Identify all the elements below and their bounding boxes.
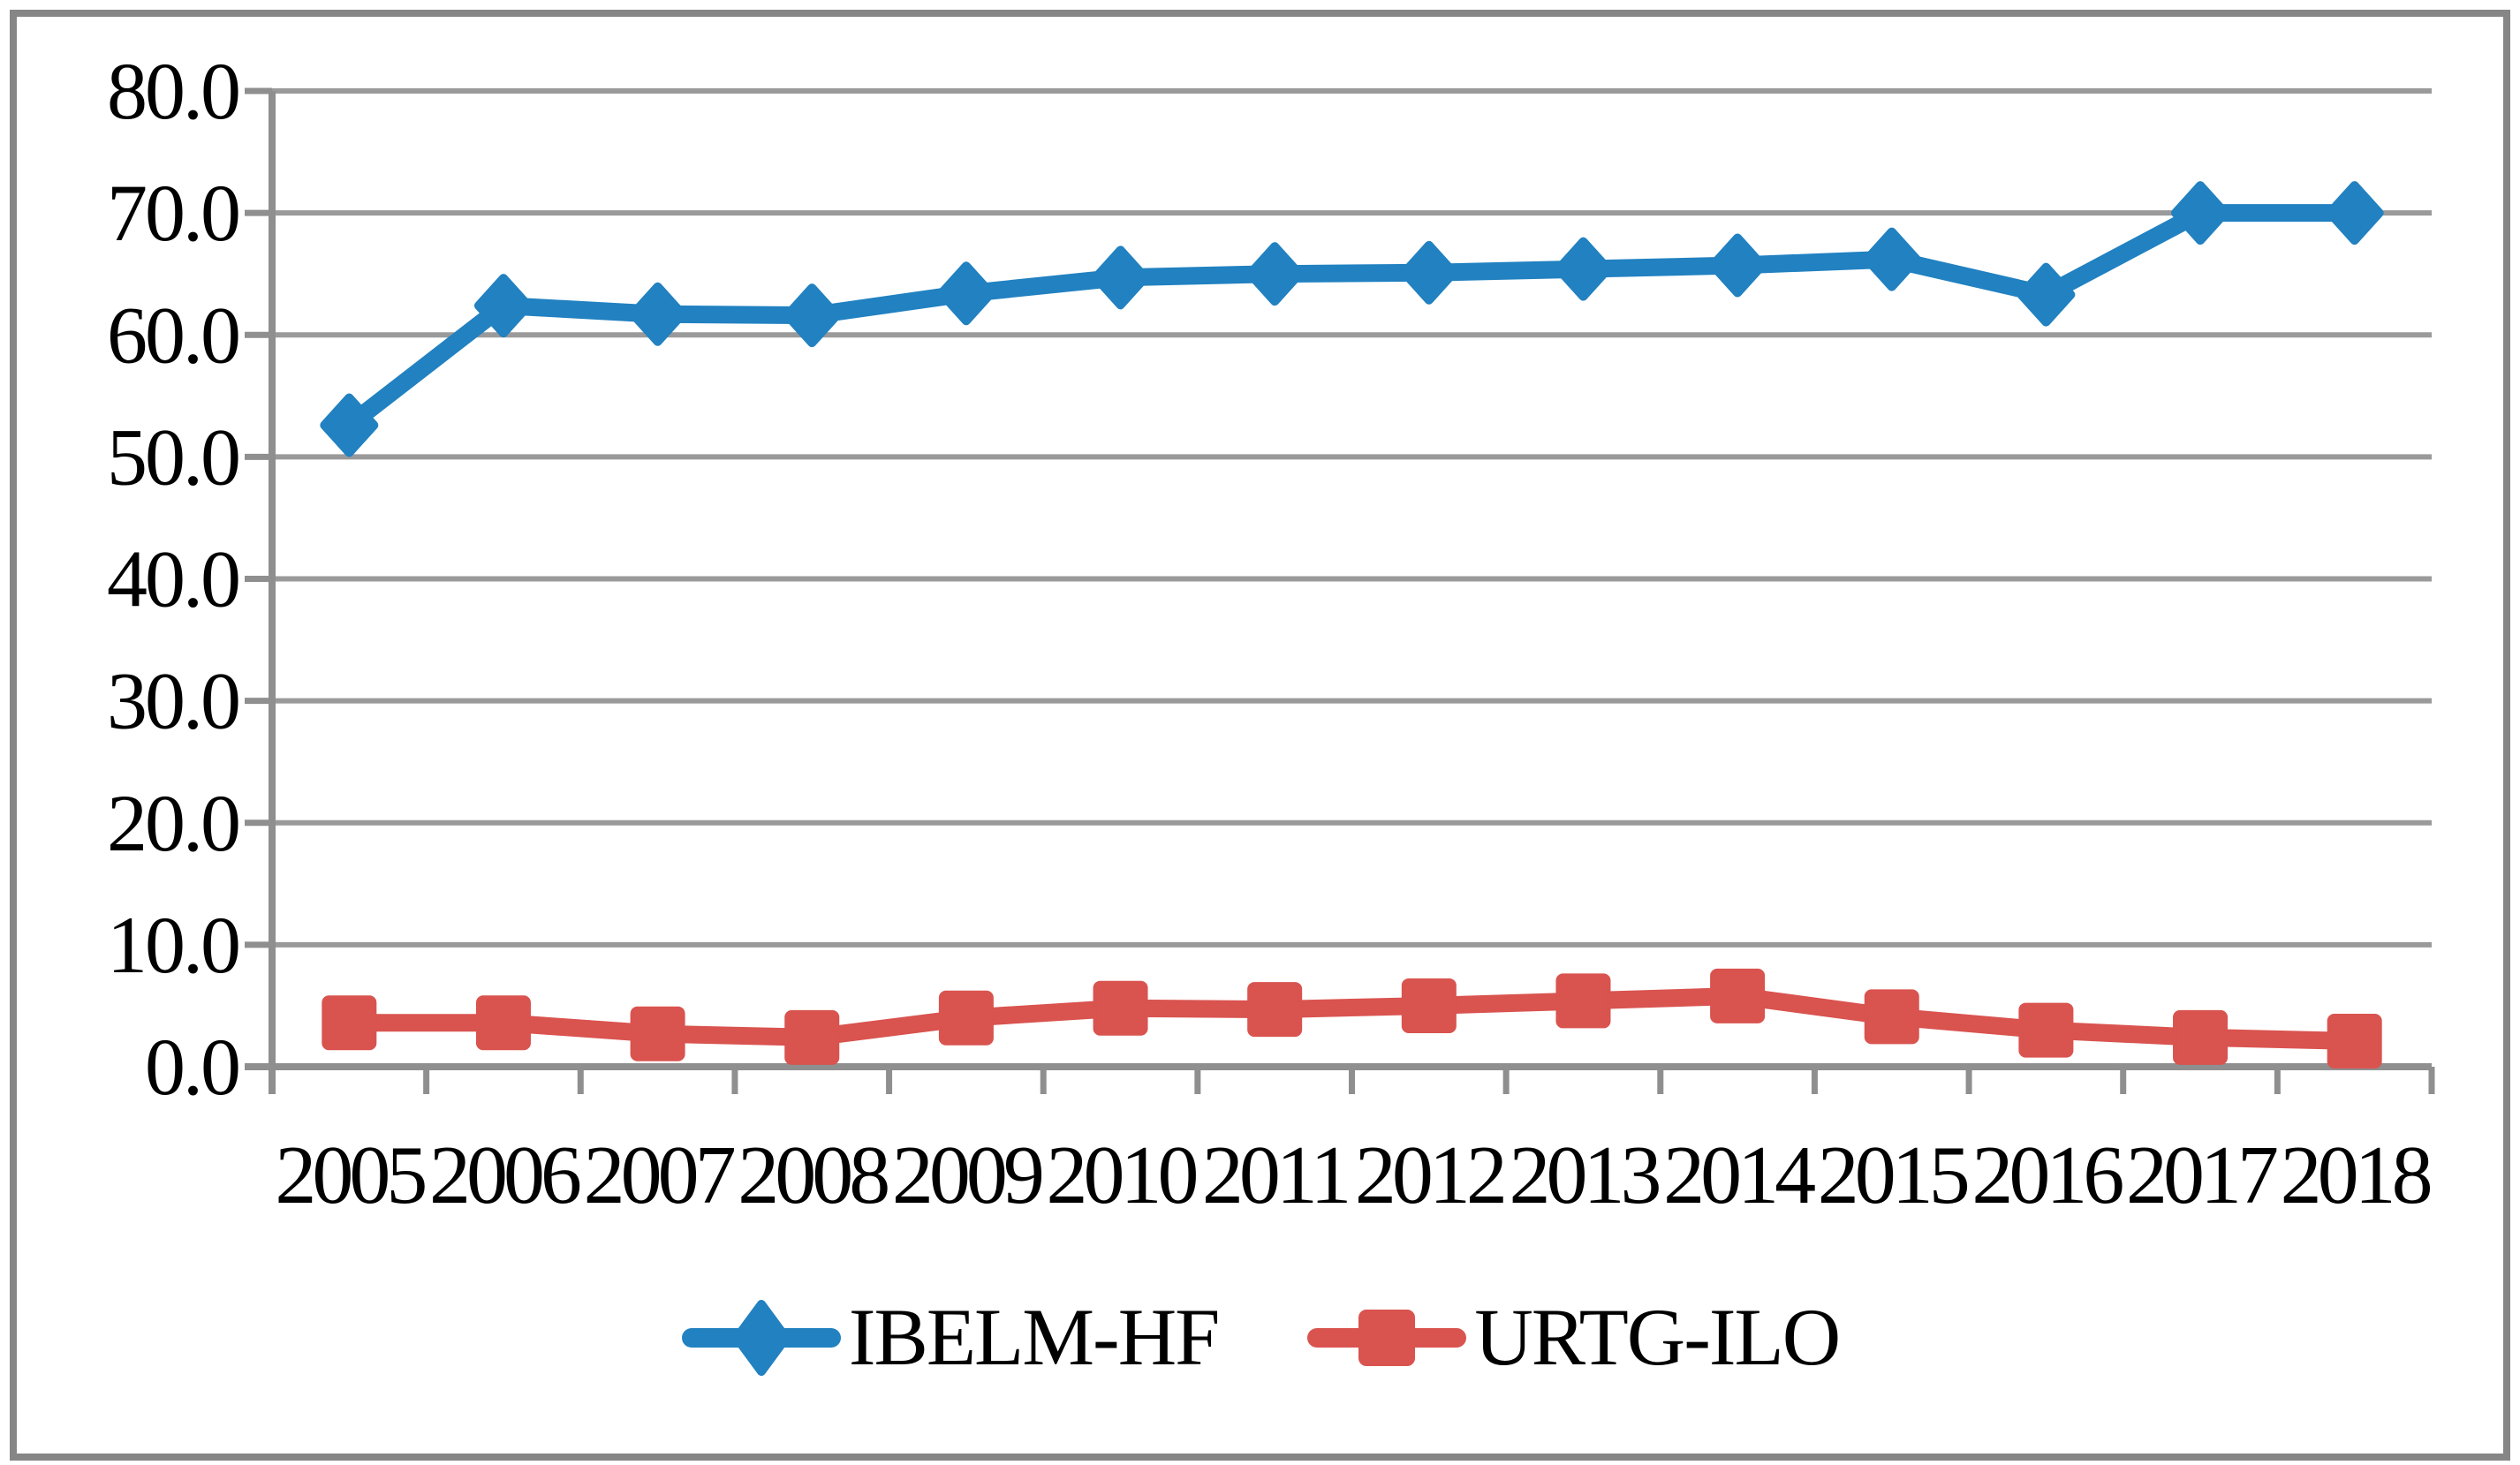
x-axis-tick-label: 2015: [1818, 1129, 1968, 1221]
x-axis-tick-label: 2016: [1971, 1129, 2123, 1221]
square-marker-icon: [1307, 1310, 1467, 1366]
data-point-marker: [1864, 989, 1919, 1045]
y-axis-tick-label: 0.0: [145, 1022, 238, 1112]
data-point-marker: [1245, 242, 1305, 306]
y-axis-tick-label: 10.0: [107, 900, 238, 990]
data-point-marker: [936, 261, 995, 326]
data-point-marker: [1091, 245, 1150, 310]
data-point-marker: [1708, 233, 1767, 298]
x-axis-tick-label: 2018: [2281, 1129, 2431, 1221]
data-point-marker: [1399, 240, 1458, 305]
x-axis-tick-label: 2010: [1047, 1129, 1197, 1221]
data-point-marker: [475, 995, 531, 1051]
y-axis-tick-label: 70.0: [107, 168, 238, 258]
x-axis-tick-label: 2005: [275, 1129, 425, 1221]
data-point-marker: [2018, 1002, 2074, 1058]
data-point-marker: [628, 282, 687, 346]
y-axis-tick-label: 20.0: [107, 778, 238, 868]
x-axis-tick-label: 2011: [1202, 1129, 1348, 1221]
legend-item-urtg-ilo: URTG-ILO: [1306, 1279, 1841, 1397]
data-point-marker: [783, 283, 842, 348]
y-axis-tick-label: 50.0: [107, 412, 238, 502]
data-point-marker: [1093, 980, 1148, 1036]
data-point-marker: [1710, 968, 1766, 1023]
data-point-marker: [320, 393, 379, 457]
data-point-marker: [938, 990, 994, 1046]
x-axis-tick-label: 2008: [738, 1129, 888, 1221]
x-axis-tick-label: 2013: [1509, 1129, 1659, 1221]
data-point-marker: [1554, 237, 1613, 301]
data-point-marker: [2327, 1013, 2382, 1069]
x-axis-tick-label: 2007: [584, 1129, 735, 1221]
data-point-marker: [1401, 978, 1457, 1033]
data-point-marker: [1247, 982, 1303, 1038]
y-axis-tick-label: 80.0: [107, 46, 238, 136]
legend-label-ibelm-hf: IBELM-HF: [848, 1292, 1220, 1383]
y-axis-tick-label: 40.0: [107, 534, 238, 624]
data-point-marker: [2325, 181, 2384, 245]
data-point-marker: [1862, 227, 1921, 291]
diamond-marker-icon: [681, 1300, 841, 1376]
x-axis-tick-label: 2017: [2126, 1129, 2277, 1221]
y-axis-tick-label: 30.0: [107, 656, 238, 746]
data-point-marker: [1555, 973, 1611, 1029]
data-point-marker: [2017, 262, 2076, 327]
data-point-marker: [322, 995, 377, 1051]
y-axis-tick-label: 60.0: [107, 290, 238, 380]
data-point-marker: [784, 1009, 840, 1065]
x-axis-tick-label: 2006: [429, 1129, 580, 1221]
x-axis-tick-label: 2014: [1663, 1129, 1815, 1221]
x-axis-tick-label: 2009: [892, 1129, 1042, 1221]
data-point-marker: [2171, 181, 2230, 245]
legend-label-urtg-ilo: URTG-ILO: [1474, 1292, 1841, 1383]
legend-item-ibelm-hf: IBELM-HF: [681, 1279, 1220, 1397]
data-point-marker: [2173, 1009, 2229, 1065]
legend: IBELM-HF URTG-ILO: [0, 1279, 2520, 1397]
data-point-marker: [473, 274, 533, 338]
x-axis-tick-label: 2012: [1355, 1129, 1503, 1221]
data-point-marker: [630, 1006, 685, 1061]
